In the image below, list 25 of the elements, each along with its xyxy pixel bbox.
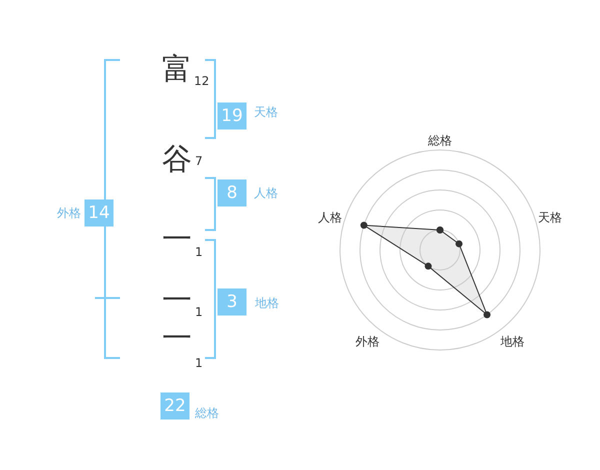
text: 1 — [195, 356, 203, 370]
spoke-label: 総格 — [427, 134, 452, 148]
spoke-label: 人格 — [318, 210, 342, 224]
text: 1 — [195, 305, 203, 319]
text: 天格 — [254, 105, 278, 119]
spoke-label: 天格 — [538, 210, 562, 224]
text: 外格 — [57, 206, 81, 220]
text: 地格 — [254, 296, 279, 310]
text: 一 — [162, 283, 192, 318]
text: 一 — [162, 222, 192, 257]
text: 谷 — [162, 142, 192, 177]
text: 12 — [194, 74, 210, 88]
text: 7 — [195, 154, 203, 168]
text: 1 — [195, 245, 203, 259]
text: 14 — [88, 203, 110, 223]
text: 8 — [226, 183, 238, 203]
text: 22 — [164, 396, 186, 416]
text: 3 — [226, 292, 238, 312]
text: 富 — [162, 52, 192, 87]
text: 総格 — [194, 406, 219, 420]
text: 人格 — [254, 186, 278, 200]
spoke-label: 地格 — [499, 334, 524, 348]
spoke-label: 外格 — [356, 334, 380, 348]
text: 19 — [221, 106, 243, 126]
text: 一 — [162, 321, 192, 356]
